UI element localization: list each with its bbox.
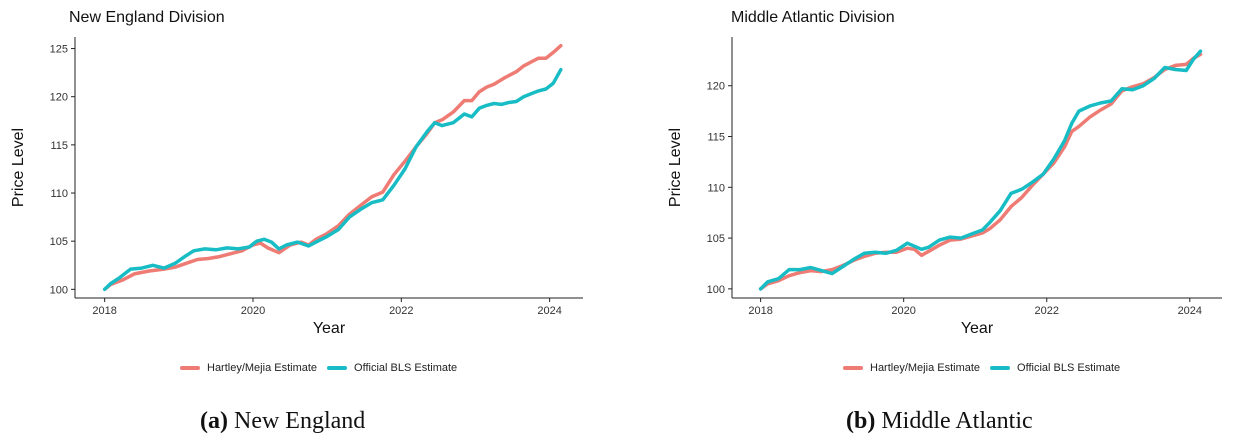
y-tick-label: 120 (707, 81, 725, 93)
x-axis-title: Year (313, 320, 346, 337)
x-axis-title: Year (961, 320, 994, 337)
y-tick-label: 120 (50, 92, 68, 104)
x-tick-label: 2022 (389, 305, 413, 317)
figure-caption: (a) New England (200, 408, 365, 435)
legend-item-bls: Official BLS Estimate (990, 362, 1120, 374)
legend-label-hartley: Hartley/Mejia Estimate (870, 362, 981, 374)
x-tick-label: 2024 (537, 305, 561, 317)
series-line-hartley (102, 43, 563, 292)
y-tick-label: 100 (707, 284, 725, 296)
legend-swatch-hartley (843, 366, 863, 370)
figure-caption: (b) Middle Atlantic (846, 408, 1033, 435)
legend-item-hartley: Hartley/Mejia Estimate (843, 362, 980, 374)
y-axis-title: Price Level (667, 128, 684, 207)
line-chart-middle-atlantic: 100 105 110 115 120 2018 2020 2022 2024 Year Price… (667, 37, 1222, 337)
caption-letter: (a) (200, 408, 228, 434)
y-tick-label: 100 (50, 284, 68, 296)
y-tick-label: 105 (707, 233, 725, 245)
x-tick-label: 2024 (1178, 305, 1202, 317)
caption-text: Middle Atlantic (881, 408, 1033, 434)
legend-item-hartley: Hartley/Mejia Estimate (180, 362, 317, 374)
legend-swatch-hartley (180, 366, 200, 370)
line-chart-new-england: 100 105 110 115 120 125 2018 2020 2022 2024 Year Pr… (10, 37, 583, 337)
x-tick-label: 2018 (92, 305, 116, 317)
y-tick-label: 115 (707, 132, 725, 144)
legend: Hartley/Mejia Estimate Official BLS Esti… (843, 362, 1130, 374)
chart-panel-middle-atlantic: Middle Atlantic Division 100 105 110 115 120… (621, 0, 1241, 443)
legend-swatch-bls (327, 366, 348, 370)
series-line-official (102, 67, 563, 292)
y-tick-label: 110 (50, 188, 68, 200)
legend-label-hartley: Hartley/Mejia Estimate (207, 362, 318, 374)
y-tick-label: 115 (50, 140, 68, 152)
y-tick-label: 110 (707, 182, 725, 194)
y-tick-label: 105 (50, 236, 68, 248)
chart-title: Middle Atlantic Division (731, 9, 895, 26)
legend-item-bls: Official BLS Estimate (327, 362, 457, 374)
legend-label-bls: Official BLS Estimate (354, 362, 458, 374)
legend-swatch-bls (990, 366, 1011, 370)
series-line-official (758, 49, 1203, 291)
y-tick-label: 125 (50, 44, 68, 56)
x-tick-label: 2022 (1035, 305, 1059, 317)
chart-title: New England Division (69, 9, 225, 26)
x-tick-label: 2018 (748, 305, 772, 317)
y-axis-title: Price Level (10, 128, 27, 207)
x-tick-label: 2020 (891, 305, 915, 317)
legend-label-bls: Official BLS Estimate (1017, 362, 1121, 374)
caption-letter: (b) (846, 408, 876, 434)
legend: Hartley/Mejia Estimate Official BLS Esti… (180, 362, 467, 374)
x-tick-label: 2020 (241, 305, 265, 317)
chart-panel-new-england: New England Division 100 105 110 115 120 125 2… (0, 0, 620, 443)
caption-text: New England (233, 408, 366, 434)
